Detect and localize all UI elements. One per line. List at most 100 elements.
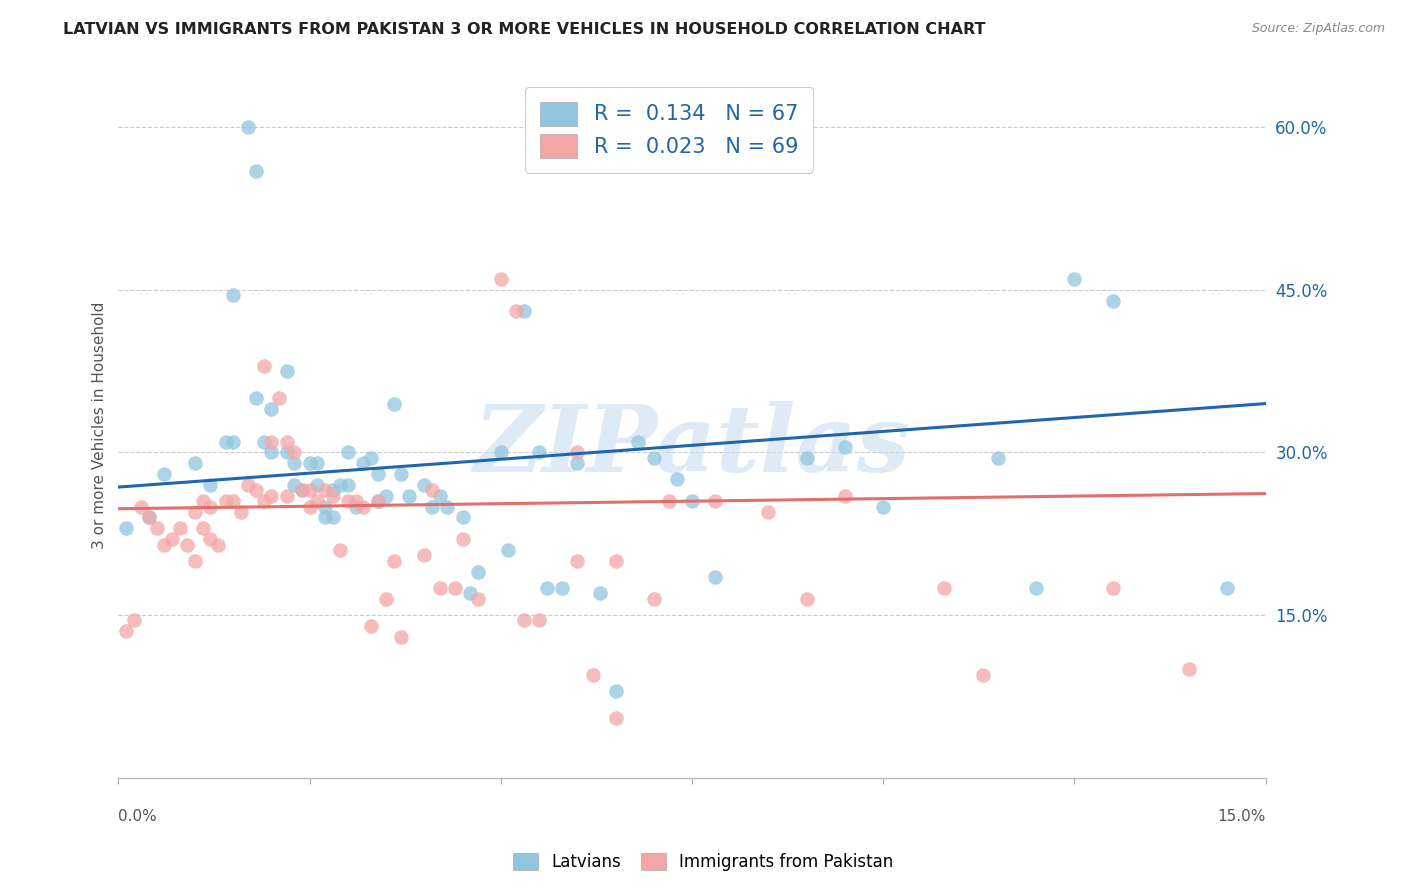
Point <box>389 630 412 644</box>
Point <box>605 711 627 725</box>
Point <box>145 521 167 535</box>
Point <box>191 494 214 508</box>
Point <box>972 667 994 681</box>
Point <box>567 445 589 459</box>
Point <box>872 500 894 514</box>
Point <box>160 532 183 546</box>
Point <box>681 494 703 508</box>
Point <box>758 505 780 519</box>
Point <box>1101 293 1123 308</box>
Point <box>276 489 298 503</box>
Point <box>375 489 398 503</box>
Point <box>536 581 558 595</box>
Legend: Latvians, Immigrants from Pakistan: Latvians, Immigrants from Pakistan <box>505 845 901 880</box>
Point <box>184 505 207 519</box>
Y-axis label: 3 or more Vehicles in Household: 3 or more Vehicles in Household <box>93 301 107 549</box>
Point <box>169 521 191 535</box>
Point <box>389 467 412 481</box>
Point <box>253 359 276 373</box>
Point <box>122 614 145 628</box>
Point <box>420 483 443 498</box>
Point <box>184 456 207 470</box>
Point <box>420 500 443 514</box>
Point <box>344 494 367 508</box>
Point <box>184 554 207 568</box>
Point <box>352 500 374 514</box>
Point <box>352 456 374 470</box>
Point <box>436 500 458 514</box>
Point <box>796 591 818 606</box>
Point <box>834 489 856 503</box>
Point <box>1025 581 1047 595</box>
Point <box>238 478 260 492</box>
Point <box>229 505 252 519</box>
Point <box>307 456 329 470</box>
Point <box>360 450 382 465</box>
Point <box>276 445 298 459</box>
Point <box>834 440 856 454</box>
Point <box>429 489 451 503</box>
Point <box>260 489 283 503</box>
Point <box>322 489 344 503</box>
Point <box>1178 662 1201 676</box>
Point <box>260 434 283 449</box>
Point <box>627 434 650 449</box>
Point <box>527 445 550 459</box>
Point <box>222 434 245 449</box>
Point <box>1063 272 1085 286</box>
Point <box>336 445 359 459</box>
Point <box>329 478 352 492</box>
Point <box>291 483 314 498</box>
Point <box>222 288 245 302</box>
Text: LATVIAN VS IMMIGRANTS FROM PAKISTAN 3 OR MORE VEHICLES IN HOUSEHOLD CORRELATION : LATVIAN VS IMMIGRANTS FROM PAKISTAN 3 OR… <box>63 22 986 37</box>
Point <box>527 614 550 628</box>
Point <box>276 364 298 378</box>
Point <box>665 473 688 487</box>
Point <box>451 532 474 546</box>
Point <box>314 500 336 514</box>
Point <box>513 614 536 628</box>
Point <box>367 494 389 508</box>
Point <box>567 456 589 470</box>
Point <box>238 120 260 135</box>
Point <box>200 500 222 514</box>
Point <box>567 554 589 568</box>
Point <box>214 434 236 449</box>
Point <box>283 478 305 492</box>
Point <box>314 483 336 498</box>
Point <box>413 478 436 492</box>
Point <box>1216 581 1239 595</box>
Point <box>245 483 267 498</box>
Point <box>267 391 290 405</box>
Point <box>382 554 405 568</box>
Text: Source: ZipAtlas.com: Source: ZipAtlas.com <box>1251 22 1385 36</box>
Point <box>176 537 198 551</box>
Point <box>322 483 344 498</box>
Point <box>934 581 956 595</box>
Point <box>551 581 574 595</box>
Point <box>444 581 467 595</box>
Point <box>191 521 214 535</box>
Point <box>336 478 359 492</box>
Point <box>467 565 489 579</box>
Point <box>245 163 267 178</box>
Point <box>298 500 321 514</box>
Point <box>451 510 474 524</box>
Point <box>375 591 398 606</box>
Point <box>467 591 489 606</box>
Point <box>367 494 389 508</box>
Point <box>138 510 160 524</box>
Point <box>214 494 236 508</box>
Point <box>260 402 283 417</box>
Point <box>498 543 520 558</box>
Point <box>581 667 603 681</box>
Point <box>589 586 612 600</box>
Point <box>398 489 420 503</box>
Point <box>115 624 138 639</box>
Point <box>643 450 665 465</box>
Point <box>153 467 176 481</box>
Point <box>283 445 305 459</box>
Point <box>605 683 627 698</box>
Point <box>413 549 436 563</box>
Point <box>605 554 627 568</box>
